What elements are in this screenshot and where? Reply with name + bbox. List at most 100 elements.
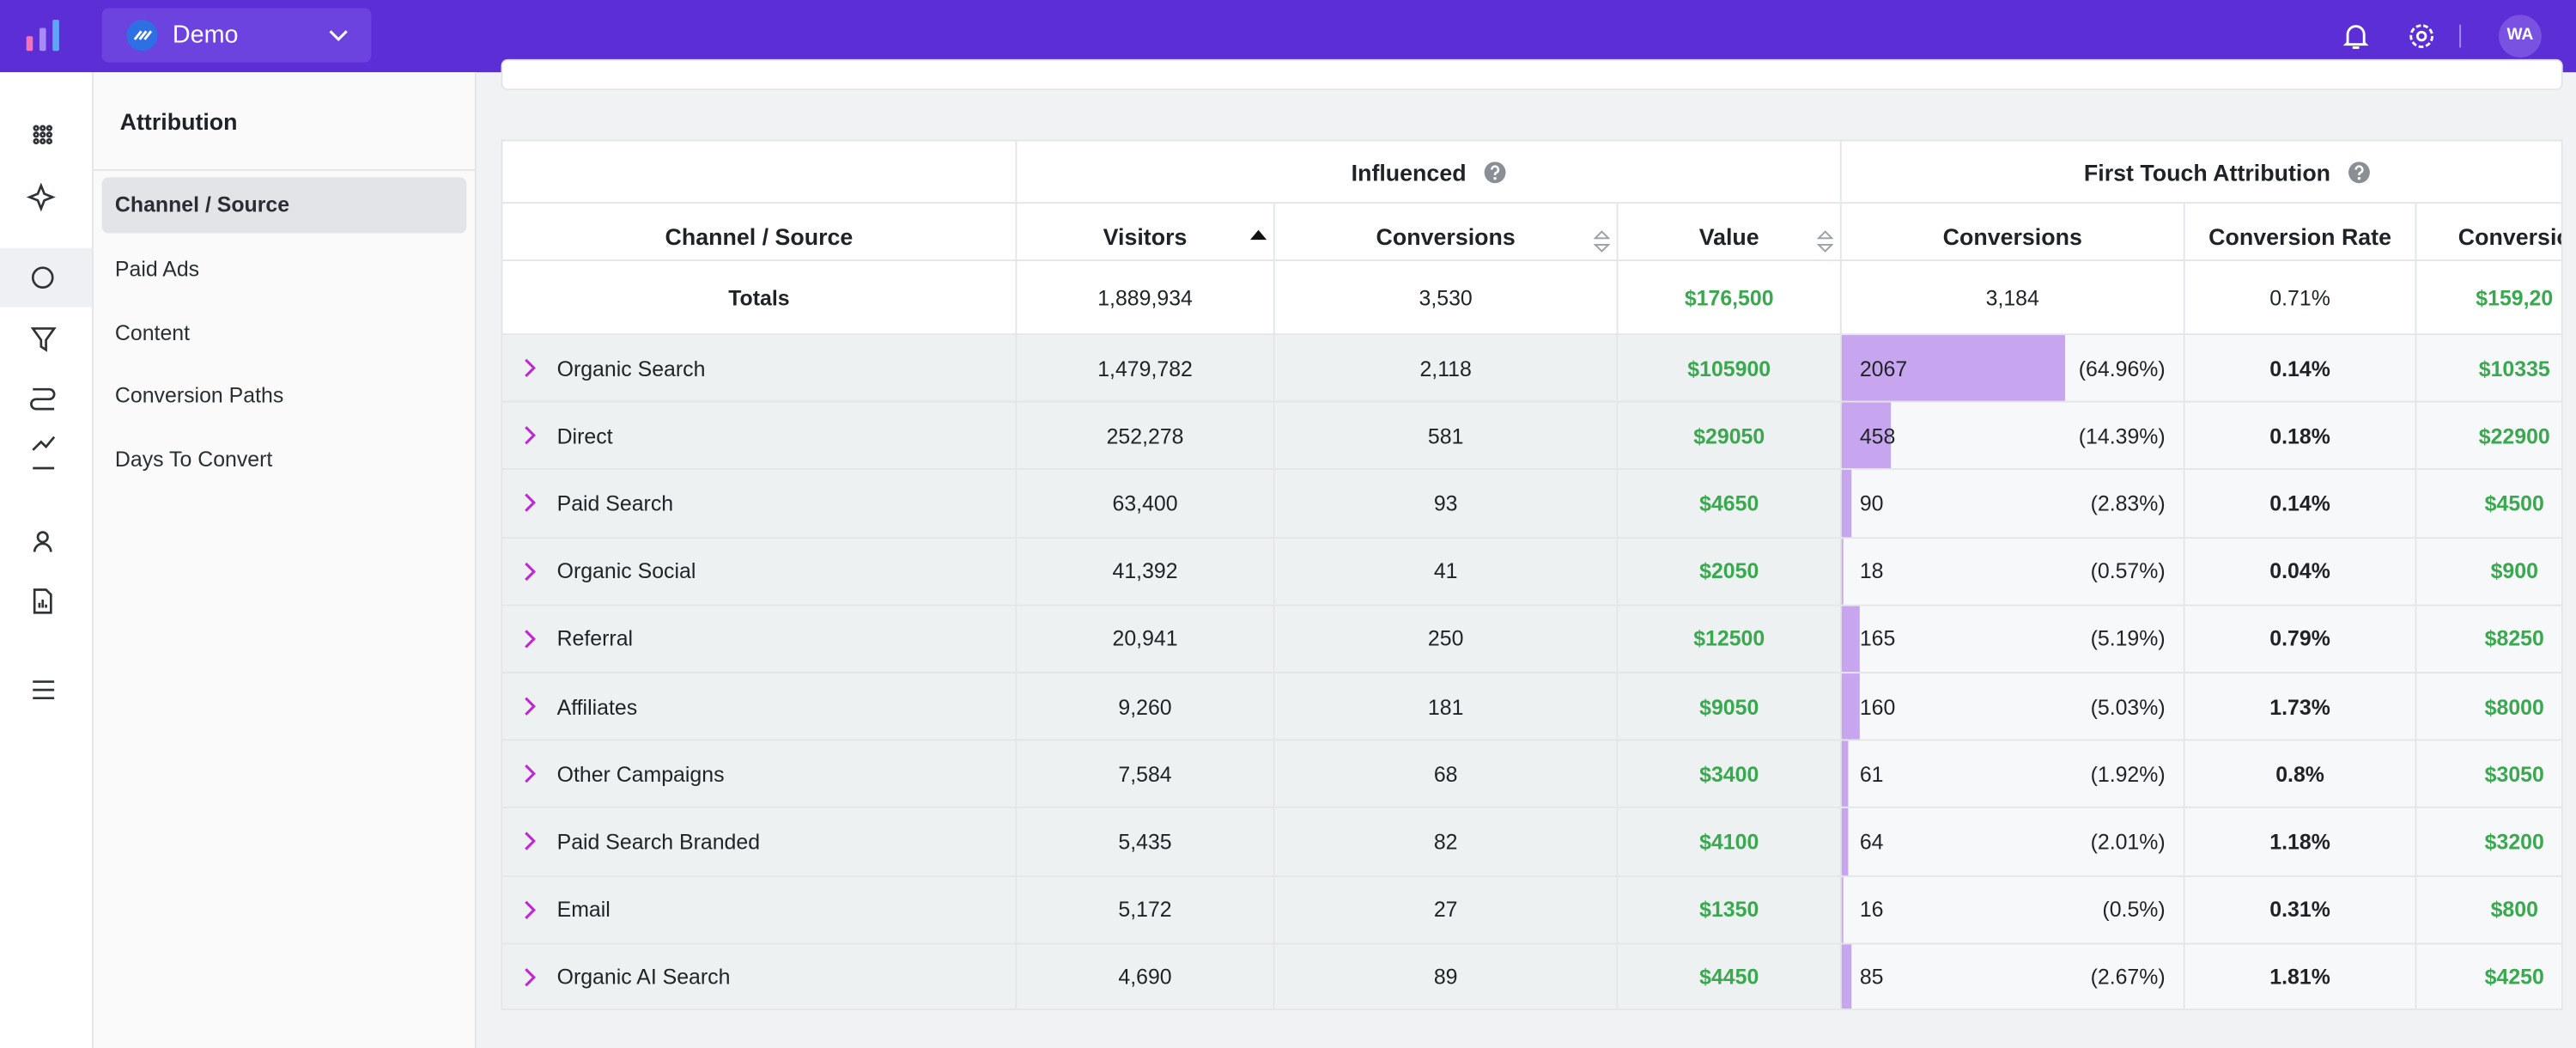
- channel-cell: Paid Search Branded: [502, 809, 1017, 877]
- metric-cell: 1,479,782: [1017, 335, 1274, 403]
- paths-icon[interactable]: [31, 389, 54, 409]
- filters-icon[interactable]: [33, 682, 54, 698]
- totals-cell: 3,184: [1842, 261, 2185, 335]
- column-header: Value: [1619, 204, 1842, 261]
- expand-chevron[interactable]: [521, 765, 538, 784]
- metric-cell: $9050: [1619, 673, 1842, 741]
- channel-cell: Direct: [502, 403, 1017, 471]
- nav-item[interactable]: Content: [102, 305, 467, 361]
- ft-value: $8250: [2416, 606, 2562, 673]
- share-bar: [1842, 538, 1844, 604]
- expand-chevron[interactable]: [521, 561, 538, 581]
- metric-cell: $4450: [1619, 944, 1842, 1010]
- conversion-rate: 1.81%: [2185, 944, 2417, 1010]
- totals-cell: 1,889,934: [1017, 261, 1274, 335]
- column-title: Visitors: [1103, 223, 1188, 250]
- sort-asc-icon[interactable]: [1250, 228, 1267, 241]
- metric-cell: 2,118: [1275, 335, 1619, 403]
- column-title: Conversion Rate: [2208, 223, 2391, 250]
- totals-label: Totals: [502, 261, 1017, 335]
- icon-rail: [0, 72, 94, 1048]
- metric-cell: $12500: [1619, 606, 1842, 673]
- ft-share: (5.03%): [2091, 694, 2166, 719]
- notifications-icon[interactable]: [2341, 21, 2370, 51]
- ft-conversions-cell: 160(5.03%): [1842, 673, 2185, 741]
- settings-icon[interactable]: [2407, 21, 2436, 51]
- expand-chevron[interactable]: [521, 358, 538, 378]
- channel-name: Organic Search: [557, 356, 706, 381]
- funnel-icon[interactable]: [33, 328, 54, 350]
- group-title: Influenced: [1352, 159, 1467, 186]
- share-bar: [1842, 809, 1849, 875]
- help-icon[interactable]: [2347, 160, 2370, 183]
- ft-value: $3050: [2416, 741, 2562, 809]
- nav-item[interactable]: Channel / Source: [102, 178, 467, 234]
- sort-icon[interactable]: [1817, 230, 1833, 253]
- metric-cell: 250: [1275, 606, 1619, 673]
- reports-icon[interactable]: [34, 589, 51, 612]
- ft-conversions: 18: [1860, 559, 1884, 584]
- ft-value: $4500: [2416, 471, 2562, 539]
- channel-name: Organic AI Search: [557, 965, 731, 990]
- sort-icon[interactable]: [1594, 230, 1610, 253]
- users-icon[interactable]: [34, 533, 51, 552]
- ft-value: $22900: [2416, 403, 2562, 471]
- expand-chevron[interactable]: [521, 832, 538, 852]
- conversion-rate: 0.14%: [2185, 335, 2417, 403]
- chevron-down: [329, 28, 349, 45]
- ft-share: (14.39%): [2079, 423, 2166, 448]
- nav-item[interactable]: Paid Ads: [102, 241, 467, 297]
- column-header: Conversions: [1842, 204, 2185, 261]
- expand-chevron[interactable]: [521, 899, 538, 919]
- ft-share: (2.01%): [2091, 830, 2166, 855]
- trends-icon[interactable]: [33, 437, 54, 468]
- workspace-selector[interactable]: Demo: [102, 9, 372, 63]
- ft-conversions: 165: [1860, 626, 1896, 651]
- ft-value: $4250: [2416, 944, 2562, 1010]
- channel-cell: Other Campaigns: [502, 741, 1017, 809]
- ft-conversions-cell: 165 (5.19%): [1842, 606, 2185, 673]
- help-icon[interactable]: [1483, 160, 1506, 183]
- ft-conversions-cell: 85(2.67%): [1842, 944, 2185, 1010]
- user-avatar[interactable]: WA: [2499, 15, 2542, 58]
- ft-conversions: 16: [1860, 897, 1884, 922]
- metric-cell: $2050: [1619, 538, 1842, 606]
- metric-cell: 93: [1275, 471, 1619, 539]
- metric-cell: 5,435: [1017, 809, 1274, 877]
- share-bar: [1842, 944, 1851, 1010]
- column-title: Conversions: [1376, 223, 1516, 250]
- share-bar: [1842, 673, 1859, 740]
- share-bar: [1842, 606, 1860, 672]
- channel-cell: Organic Social: [502, 538, 1017, 606]
- apps-icon[interactable]: [34, 126, 52, 143]
- ft-conversions: 90: [1860, 491, 1884, 516]
- expand-chevron[interactable]: [521, 629, 538, 649]
- metric-cell: 20,941: [1017, 606, 1274, 673]
- expand-chevron[interactable]: [521, 426, 538, 446]
- nav-item[interactable]: Days To Convert: [102, 432, 467, 488]
- expand-chevron[interactable]: [521, 494, 538, 514]
- ft-conversions: 64: [1860, 830, 1884, 855]
- expand-chevron[interactable]: [521, 697, 538, 716]
- column-title: Conversio: [2458, 223, 2563, 250]
- metric-cell: 63,400: [1017, 471, 1274, 539]
- ft-share: (2.67%): [2091, 965, 2166, 990]
- column-title: Value: [1699, 223, 1759, 250]
- nav-item[interactable]: Conversion Paths: [102, 369, 467, 424]
- column-header: Visitors: [1017, 204, 1274, 261]
- channel-name: Referral: [557, 626, 633, 651]
- ft-share: (0.57%): [2091, 559, 2166, 584]
- share-bar: [1842, 741, 1849, 807]
- metric-cell: 4,690: [1017, 944, 1274, 1010]
- column-title: Channel / Source: [665, 223, 854, 250]
- ai-icon[interactable]: [29, 186, 52, 209]
- attribution-table: Influenced First Touch Attribution Channel…: [501, 140, 2563, 1010]
- group-header: First Touch Attribution: [1842, 141, 2563, 204]
- metric-cell: $4650: [1619, 471, 1842, 539]
- ft-share: (5.19%): [2091, 626, 2166, 651]
- conversion-rate: 1.18%: [2185, 809, 2417, 877]
- channel-name: Organic Social: [557, 559, 696, 584]
- expand-chevron[interactable]: [521, 967, 538, 987]
- metric-cell: 581: [1275, 403, 1619, 471]
